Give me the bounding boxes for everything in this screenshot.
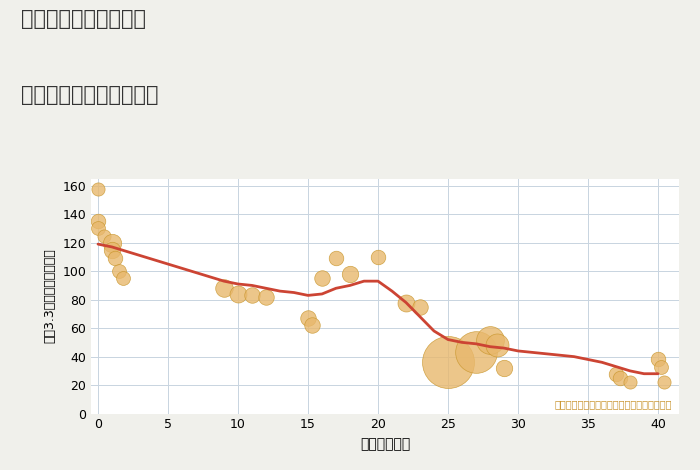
Point: [400, 299, 412, 306]
Point: [491, 342, 503, 349]
Point: [484, 336, 496, 343]
Point: [118, 274, 129, 282]
Point: [92, 225, 104, 232]
Point: [113, 267, 125, 275]
Point: [610, 370, 622, 377]
Point: [98, 232, 109, 239]
Text: 円の大きさは、取引のあった物件面積を示す: 円の大きさは、取引のあった物件面積を示す: [554, 400, 672, 409]
Point: [246, 291, 258, 299]
Point: [624, 378, 636, 386]
Point: [652, 356, 664, 363]
Point: [106, 239, 118, 246]
Point: [260, 293, 272, 301]
Point: [470, 349, 482, 356]
Point: [106, 246, 118, 254]
Point: [92, 218, 104, 225]
Point: [232, 290, 244, 298]
Y-axis label: 坪（3.3㎡）単価（万円）: 坪（3.3㎡）単価（万円）: [43, 249, 57, 344]
Point: [109, 255, 120, 262]
Point: [442, 359, 454, 366]
Point: [302, 314, 314, 322]
Text: 大阪府枚方市黄金野の: 大阪府枚方市黄金野の: [21, 9, 146, 30]
Text: 築年数別中古戸建て価格: 築年数別中古戸建て価格: [21, 85, 158, 105]
Point: [372, 253, 384, 261]
Point: [655, 363, 666, 370]
Point: [218, 284, 230, 292]
Point: [414, 303, 426, 311]
Point: [498, 364, 510, 372]
X-axis label: 築年数（年）: 築年数（年）: [360, 437, 410, 451]
Point: [330, 255, 342, 262]
Point: [658, 378, 669, 386]
Point: [307, 321, 318, 329]
Point: [344, 270, 356, 278]
Point: [615, 374, 626, 382]
Point: [92, 185, 104, 192]
Point: [316, 274, 328, 282]
